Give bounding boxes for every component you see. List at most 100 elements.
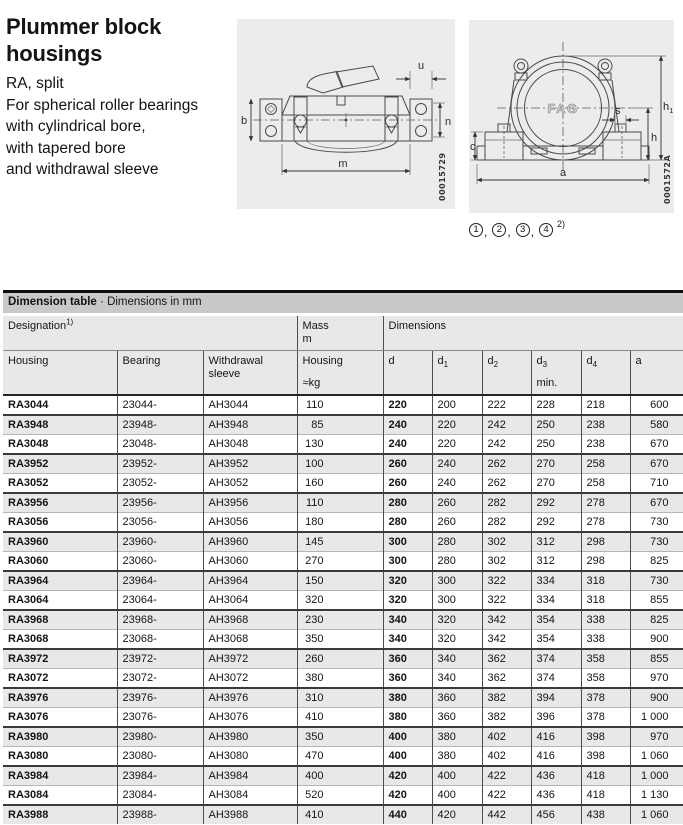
dimension-table: Designation1) Mass m Dimensions Housing B… (3, 316, 683, 824)
cell-d: 340 (382, 628, 433, 649)
cell-bearing: 23076- (116, 706, 203, 727)
cell-bearing: 23060- (116, 550, 203, 571)
table-row: RA3072 23072- AH3072 380 360 340 362 374 358 970 (3, 667, 683, 688)
cell-d2: 302 (481, 530, 532, 551)
callouts-footnote: 2) (557, 219, 566, 229)
callout-separator: , (507, 225, 511, 239)
cell-housing: RA3952 (3, 452, 117, 473)
cell-mass: 145 (296, 530, 384, 551)
table-row: RA3988 23988- AH3988 410 440 420 442 456 438 1 06… (3, 803, 683, 824)
cell-d: 380 (382, 686, 433, 707)
cell-a: 900 (629, 686, 683, 707)
table-row: RA3048 23048- AH3048 130 240 220 242 250 238 670 (3, 433, 683, 454)
table-row: RA3068 23068- AH3068 350 340 320 342 354 338 900 (3, 628, 683, 649)
cell-housing: RA3980 (3, 725, 117, 746)
table-row: RA3964 23964- AH3964 150 320 300 322 334 318 730 (3, 569, 683, 590)
cell-d2: 322 (481, 569, 532, 590)
cell-bearing: 23980- (116, 725, 203, 746)
dimension-label-s: s (615, 105, 621, 117)
cell-housing: RA3960 (3, 530, 117, 551)
cell-bearing: 23052- (116, 472, 203, 493)
cell-d3: 436 (530, 764, 582, 785)
cell-bearing: 23988- (116, 803, 203, 824)
cell-a: 580 (629, 413, 683, 434)
cell-mass: 230 (296, 608, 384, 629)
cell-d4: 418 (580, 784, 631, 805)
cell-a: 730 (629, 569, 683, 590)
callout-4: 4 (539, 223, 554, 237)
cell-bearing: 23072- (116, 667, 203, 688)
cell-d2: 342 (481, 608, 532, 629)
cell-housing: RA3048 (3, 433, 117, 454)
cell-mass: 260 (296, 647, 384, 668)
cell-d1: 320 (431, 628, 483, 649)
table-row: RA3952 23952- AH3952 100 260 240 262 270 258 670 (3, 452, 683, 473)
col-header-bearing: Bearing (116, 350, 203, 396)
cell-d: 260 (382, 472, 433, 493)
figure-code: 00015729 (438, 152, 447, 201)
dimension-label-n: n (445, 116, 451, 128)
cell-housing: RA3948 (3, 413, 117, 434)
cell-d2: 402 (481, 745, 532, 766)
cell-sleeve: AH3976 (202, 686, 298, 707)
subtitle-line: and withdrawal sleeve (6, 161, 159, 178)
cell-bearing: 23068- (116, 628, 203, 649)
cell-d4: 398 (580, 745, 631, 766)
cell-d3: 416 (530, 745, 582, 766)
cell-housing: RA3060 (3, 550, 117, 571)
cell-d3: 228 (530, 395, 582, 415)
cell-mass: 160 (296, 472, 384, 493)
cell-d: 300 (382, 550, 433, 571)
dimension-label-a: a (560, 167, 567, 179)
cell-mass: 100 (296, 452, 384, 473)
cell-sleeve: AH3956 (202, 491, 298, 512)
cell-d: 400 (382, 745, 433, 766)
cell-d1: 220 (431, 413, 483, 434)
cell-housing: RA3972 (3, 647, 117, 668)
cell-mass: 380 (296, 667, 384, 688)
cell-housing: RA3988 (3, 803, 117, 824)
cell-d2: 242 (481, 413, 532, 434)
cell-d3: 354 (530, 608, 582, 629)
subtitle-line: with cylindrical bore, (6, 118, 146, 135)
cell-d1: 420 (431, 803, 483, 824)
cell-housing: RA3052 (3, 472, 117, 493)
col-header-mass-housing: Housing ≈kg (296, 350, 384, 396)
cell-d2: 282 (481, 491, 532, 512)
dimension-label-c: c (470, 141, 476, 153)
page-title-line2: housings (6, 41, 103, 66)
cell-a: 600 (629, 395, 683, 415)
cell-a: 730 (629, 530, 683, 551)
cell-d3: 374 (530, 667, 582, 688)
cell-housing: RA3044 (8, 398, 49, 411)
cell-sleeve: AH3080 (202, 745, 298, 766)
cell-d1: 240 (431, 472, 483, 493)
cell-mass: 350 (296, 725, 384, 746)
cell-d1: 280 (431, 530, 483, 551)
table-row: RA3948 23948- AH3948 85 240 220 242 250 238 580 (3, 413, 683, 434)
fag-logo: FAG (547, 101, 578, 116)
cell-d2: 302 (481, 550, 532, 571)
cell-d: 240 (382, 413, 433, 434)
cell-d1: 260 (431, 491, 483, 512)
col-header-d4: d4 (580, 350, 631, 396)
cell-housing: RA3068 (3, 628, 117, 649)
cell-housing: RA3076 (3, 706, 117, 727)
cell-bearing: 23968- (116, 608, 203, 629)
col-header-withdrawal-sleeve: Withdrawal sleeve (202, 350, 298, 396)
callout-3: 3 (515, 223, 530, 237)
cell-d4: 358 (580, 667, 631, 688)
cell-housing: RA3984 (3, 764, 117, 785)
cell-d4: 438 (580, 803, 631, 824)
cell-a: 670 (629, 491, 683, 512)
subtitle-line: with tapered bore (6, 139, 126, 157)
cell-d1: 400 (431, 784, 483, 805)
cell-mass: 470 (296, 745, 384, 766)
cell-d2: 422 (481, 764, 532, 785)
cell-d1: 220 (431, 433, 483, 454)
cell-mass: 410 (296, 803, 384, 824)
cell-bearing: 23984- (116, 764, 203, 785)
cell-bearing: 23964- (116, 569, 203, 590)
cell-mass: 130 (296, 433, 384, 454)
header-designation: Designation1) (3, 316, 298, 351)
